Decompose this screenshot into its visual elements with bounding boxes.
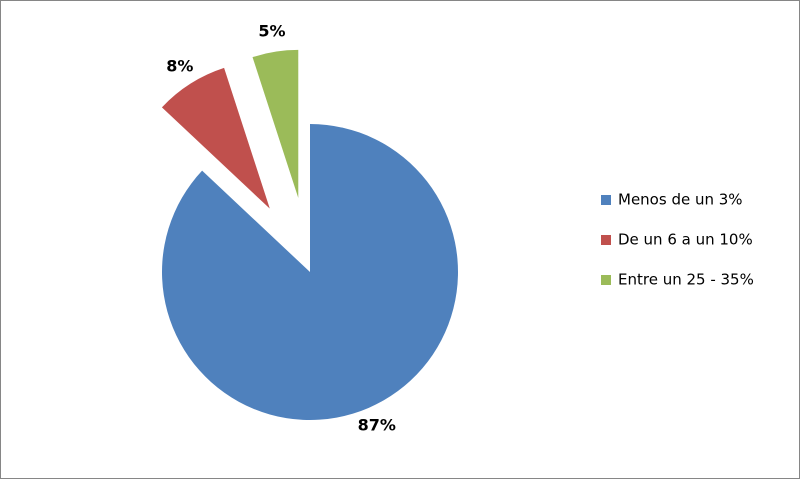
data-label: 5% bbox=[258, 21, 285, 40]
pie-slice bbox=[161, 67, 270, 209]
legend-label: De un 6 a un 10% bbox=[618, 231, 753, 249]
legend-label: Entre un 25 - 35% bbox=[618, 271, 754, 289]
legend-swatch bbox=[601, 195, 611, 205]
data-label: 8% bbox=[166, 56, 193, 75]
pie-slice bbox=[162, 124, 459, 421]
legend-swatch bbox=[601, 275, 611, 285]
legend-label: Menos de un 3% bbox=[618, 191, 743, 209]
data-label: 87% bbox=[358, 416, 396, 435]
legend-swatch bbox=[601, 235, 611, 245]
pie-slice bbox=[252, 49, 299, 198]
